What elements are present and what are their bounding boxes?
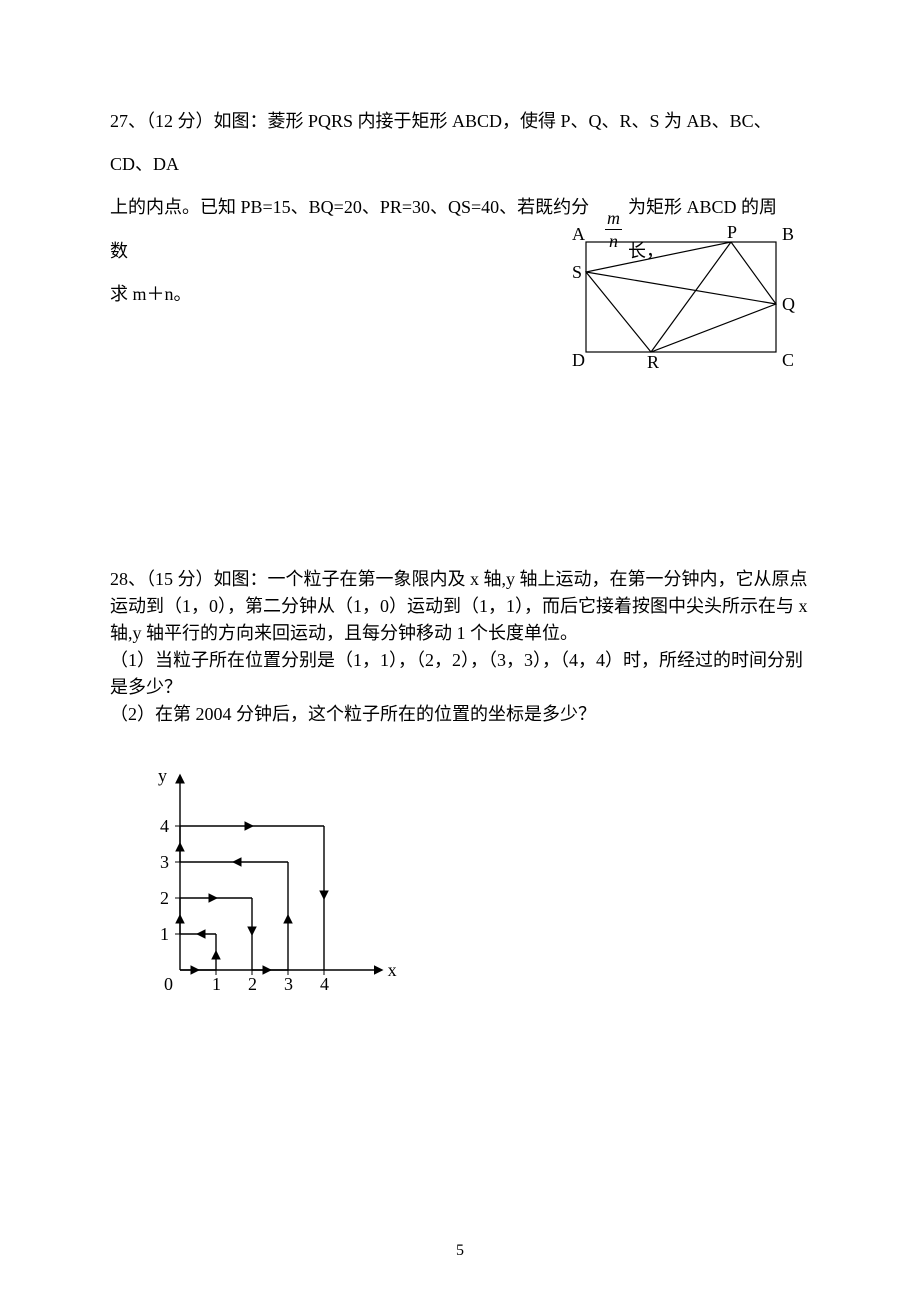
- svg-text:1: 1: [160, 924, 169, 944]
- q28-line4: （1）当粒子所在位置分别是（1，1），（2，2），（3，3），（4，4）时，所经…: [110, 647, 810, 674]
- q27-line2-prefix: 上的内点。已知 PB=15、BQ=20、PR=30、QS=40、若既约分数: [110, 186, 599, 272]
- q27-figure: A B C D P Q R S: [556, 224, 806, 400]
- svg-text:0: 0: [164, 974, 173, 994]
- svg-text:C: C: [782, 350, 794, 370]
- problem-28: 28、（15 分）如图：一个粒子在第一象限内及 x 轴,y 轴上运动，在第一分钟…: [110, 566, 810, 1020]
- problem-27: 27、（12 分）如图：菱形 PQRS 内接于矩形 ABCD，使得 P、Q、R、…: [110, 100, 810, 316]
- svg-text:Q: Q: [782, 294, 795, 314]
- svg-text:2: 2: [160, 888, 169, 908]
- page: 27、（12 分）如图：菱形 PQRS 内接于矩形 ABCD，使得 P、Q、R、…: [0, 0, 920, 1300]
- svg-text:R: R: [647, 352, 659, 372]
- q28-line6: （2）在第 2004 分钟后，这个粒子所在的位置的坐标是多少？: [110, 701, 810, 728]
- svg-text:D: D: [572, 350, 585, 370]
- q28-line5: 是多少？: [110, 674, 810, 701]
- svg-text:4: 4: [320, 974, 329, 994]
- svg-text:3: 3: [160, 852, 169, 872]
- svg-text:4: 4: [160, 816, 169, 836]
- svg-text:3: 3: [284, 974, 293, 994]
- svg-text:x: x: [388, 960, 397, 980]
- svg-text:1: 1: [212, 974, 221, 994]
- q27-svg: A B C D P Q R S: [556, 224, 806, 384]
- svg-text:A: A: [572, 224, 585, 244]
- q28-figure: 1 2 3 4 1 2 3 4 0 x y: [130, 752, 810, 1020]
- svg-text:S: S: [572, 262, 582, 282]
- svg-text:y: y: [158, 766, 167, 786]
- q27-line1: 27、（12 分）如图：菱形 PQRS 内接于矩形 ABCD，使得 P、Q、R、…: [110, 100, 810, 186]
- page-number: 5: [0, 1232, 920, 1270]
- svg-text:2: 2: [248, 974, 257, 994]
- q28-svg: 1 2 3 4 1 2 3 4 0 x y: [130, 752, 430, 1012]
- q28-line1: 28、（15 分）如图：一个粒子在第一象限内及 x 轴,y 轴上运动，在第一分钟…: [110, 566, 810, 593]
- q28-line2: 运动到（1，0），第二分钟从（1，0）运动到（1，1），而后它接着按图中尖头所示…: [110, 593, 810, 620]
- svg-text:P: P: [727, 224, 737, 242]
- q28-line3: 轴,y 轴平行的方向来回运动，且每分钟移动 1 个长度单位。: [110, 620, 810, 647]
- svg-text:B: B: [782, 224, 794, 244]
